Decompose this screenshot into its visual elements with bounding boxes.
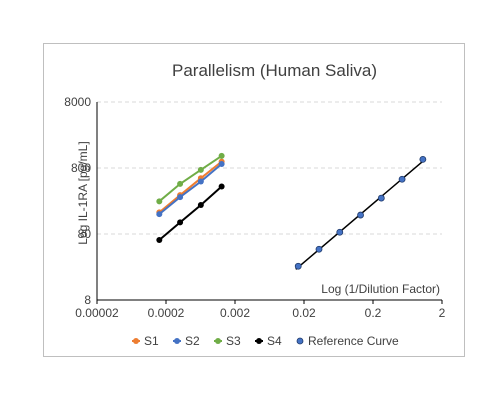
s2-point-3 <box>197 178 204 185</box>
s3-point-3 <box>197 166 204 173</box>
x-axis-label: Log (1/Dilution Factor) <box>321 282 440 296</box>
chart-title: Parallelism (Human Saliva) <box>172 61 377 80</box>
s1-line <box>158 160 223 214</box>
legend-marker-s4 <box>256 338 262 344</box>
s4-point-1 <box>156 236 163 243</box>
y-tick-label-80: 80 <box>78 227 92 241</box>
x-tick-label-0.02: 0.02 <box>292 306 316 320</box>
s2-line <box>158 163 223 215</box>
s4-point-4 <box>218 183 225 190</box>
s3-point-1 <box>156 198 163 205</box>
parallelism-chart: Parallelism (Human Saliva) 8 80 800 8000 0.00… <box>64 61 446 348</box>
legend-marker-reference-curve <box>296 337 304 345</box>
legend-marker-s2 <box>174 338 180 344</box>
legend-label-s2: S2 <box>185 334 200 348</box>
x-tick-label-0.0002: 0.0002 <box>148 306 185 320</box>
s2-point-1 <box>156 211 163 218</box>
reference-curve-point-7 <box>419 155 427 163</box>
s4-line <box>158 185 223 241</box>
x-tick-label-2: 2 <box>439 306 446 320</box>
legend-label-s4: S4 <box>267 334 282 348</box>
chart-frame: Parallelism (Human Saliva) 8 80 800 8000 0.00… <box>43 43 465 357</box>
reference-curve-point-1 <box>294 262 302 270</box>
s4-point-2 <box>177 219 184 226</box>
legend-marker-s1 <box>133 338 139 344</box>
reference-curve-point-3 <box>336 228 344 236</box>
y-axis-label: Log IL-1RA [pg/mL] <box>76 141 90 244</box>
reference-curve-point-6 <box>398 175 406 183</box>
y-tick-label-800: 800 <box>71 161 91 175</box>
y-tick-label-8000: 8000 <box>64 95 91 109</box>
s2-point-2 <box>177 194 184 201</box>
s3-point-2 <box>177 180 184 187</box>
x-tick-label-0.002: 0.002 <box>220 306 250 320</box>
reference-curve-point-5 <box>377 194 385 202</box>
reference-curve-point-2 <box>315 245 323 253</box>
legend-label-s3: S3 <box>226 334 241 348</box>
s4-point-3 <box>197 202 204 209</box>
x-tick-label-0.2: 0.2 <box>365 306 382 320</box>
s2-point-4 <box>218 160 225 167</box>
s3-point-4 <box>218 152 225 159</box>
x-tick-label-0.00002: 0.00002 <box>75 306 119 320</box>
reference-curve-point-4 <box>357 211 364 219</box>
y-tick-label-8: 8 <box>84 293 91 307</box>
legend-label-reference-curve: Reference Curve <box>308 334 399 348</box>
legend-marker-s3 <box>215 338 221 344</box>
legend-label-s1: S1 <box>144 334 159 348</box>
s3-line <box>158 155 223 203</box>
